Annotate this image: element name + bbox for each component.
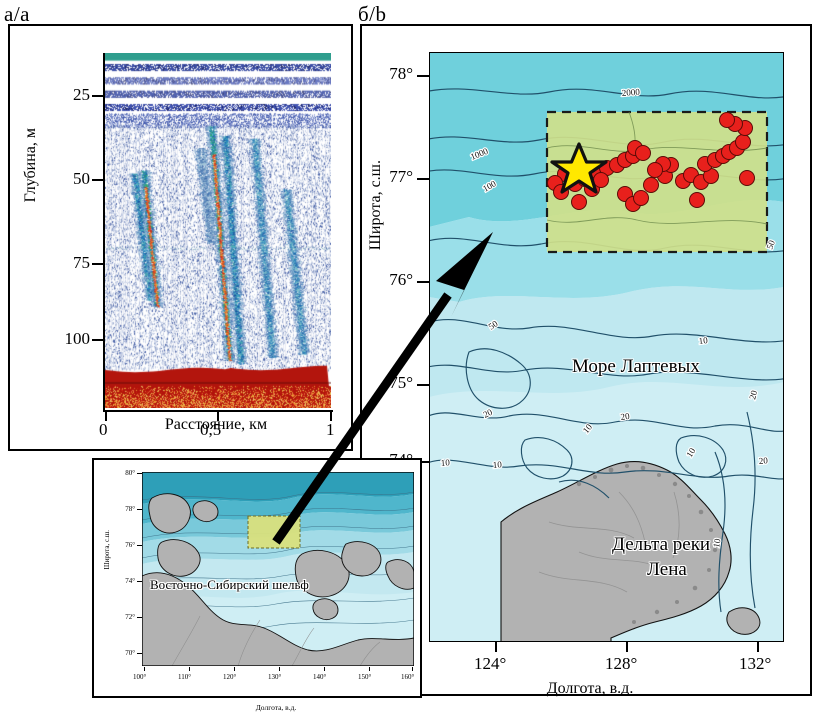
echogram-x-axis-label: Расстояние, км bbox=[164, 416, 268, 433]
svg-text:10: 10 bbox=[440, 457, 450, 468]
inset-xtick-0: 100° bbox=[133, 673, 147, 681]
echogram-ytick-mark bbox=[92, 95, 103, 97]
echogram-ytick-mark bbox=[92, 339, 103, 341]
inset-ytick-4: 72° bbox=[125, 613, 135, 621]
map-b-y-axis-label: Широта, с.ш. bbox=[367, 160, 384, 251]
inset-ytick-mark bbox=[137, 581, 142, 582]
map-b-ytick-mark bbox=[417, 75, 429, 77]
inset-ytick-3: 74° bbox=[125, 577, 135, 585]
inset-xtick-mark bbox=[189, 667, 190, 671]
inset-xtick-6: 160° bbox=[401, 673, 415, 681]
svg-text:10: 10 bbox=[698, 335, 708, 346]
echogram-image bbox=[105, 53, 331, 408]
echogram-ytick-1: 50 bbox=[73, 169, 90, 188]
panel-a-label: а/a bbox=[4, 2, 30, 26]
panel-a-echogram: 25 50 75 100 0 0,5 1 bbox=[8, 24, 353, 451]
laptev-sea-map-canvas: 2000 1000 100 50 50 20 20 20 20 10 10 10… bbox=[429, 52, 784, 642]
echogram-x-axis bbox=[103, 410, 333, 412]
svg-text:2000: 2000 bbox=[621, 87, 640, 98]
inset-highlight-box bbox=[247, 515, 301, 549]
inset-ytick-mark bbox=[137, 509, 142, 510]
inset-xtick-5: 150° bbox=[358, 673, 372, 681]
delta-label-line2: Лена bbox=[647, 559, 687, 580]
inset-ytick-2: 76° bbox=[125, 541, 135, 549]
svg-text:50: 50 bbox=[764, 238, 777, 250]
inset-xtick-3: 130° bbox=[268, 673, 282, 681]
inset-ytick-0: 80° bbox=[125, 469, 135, 477]
map-b-xtick-2: 132° bbox=[739, 654, 772, 673]
inset-xtick-mark bbox=[412, 667, 413, 671]
map-b-ytick-0: 78° bbox=[389, 64, 413, 83]
inset-xtick-1: 110° bbox=[178, 673, 192, 681]
inset-svg bbox=[142, 472, 414, 666]
echogram-xtick-mark bbox=[105, 412, 107, 421]
inset-xtick-mark bbox=[324, 667, 325, 671]
echogram-xtick-mark bbox=[217, 412, 219, 421]
map-b-ytick-mark bbox=[417, 178, 429, 180]
svg-text:10: 10 bbox=[492, 459, 502, 470]
upper-shelf-zone bbox=[429, 286, 784, 397]
map-b-xtick-1: 128° bbox=[605, 654, 638, 673]
map-b-xtick-mark bbox=[495, 642, 497, 652]
map-b-ytick-3: 75° bbox=[389, 373, 413, 392]
echogram-y-axis-label: Глубина, м bbox=[22, 128, 39, 203]
sea-label: Море Лаптевых bbox=[572, 356, 700, 377]
east-siberian-shelf-canvas bbox=[142, 472, 414, 666]
echogram-ytick-3: 100 bbox=[64, 329, 91, 348]
echogram-xtick-1: 0,5 bbox=[200, 420, 222, 439]
lena-delta-land bbox=[500, 461, 732, 642]
inset-ytick-mark bbox=[137, 545, 142, 546]
island-land bbox=[726, 607, 761, 635]
map-b-svg: 2000 1000 100 50 50 20 20 20 20 10 10 10… bbox=[429, 52, 784, 642]
inset-region-label: Восточно-Сибирский шельф bbox=[150, 577, 309, 592]
inset-xtick-mark bbox=[279, 667, 280, 671]
svg-text:10: 10 bbox=[711, 537, 722, 548]
svg-text:20: 20 bbox=[758, 455, 768, 466]
echogram-ytick-0: 25 bbox=[73, 85, 90, 104]
echogram-y-axis bbox=[103, 53, 105, 410]
inset-xtick-mark bbox=[144, 667, 145, 671]
inset-xtick-4: 140° bbox=[313, 673, 327, 681]
echogram-ytick-mark bbox=[92, 179, 103, 181]
map-b-x-axis-label: Долгота, в.д. bbox=[546, 680, 634, 697]
map-b-xtick-mark bbox=[626, 642, 628, 652]
inset-ytick-mark bbox=[137, 617, 142, 618]
inset-xtick-mark bbox=[234, 667, 235, 671]
inset-ytick-5: 70° bbox=[125, 649, 135, 657]
inset-ytick-1: 78° bbox=[125, 505, 135, 513]
map-b-ytick-mark bbox=[417, 281, 429, 283]
svg-text:20: 20 bbox=[620, 411, 631, 422]
panel-b-map: 2000 1000 100 50 50 20 20 20 20 10 10 10… bbox=[360, 24, 812, 696]
panel-b-label: б/b bbox=[358, 2, 387, 26]
inset-xtick-2: 120° bbox=[223, 673, 237, 681]
echogram-xtick-0: 0 bbox=[99, 420, 108, 439]
map-b-ytick-1: 77° bbox=[389, 167, 413, 186]
map-b-xtick-0: 124° bbox=[474, 654, 507, 673]
echogram-ytick-2: 75 bbox=[73, 253, 90, 272]
inset-y-axis-label: Широта, с.ш. bbox=[103, 530, 111, 570]
study-site-star bbox=[550, 142, 608, 194]
gas-seep-markers bbox=[547, 112, 755, 212]
inset-x-axis-label: Долгота, в.д. bbox=[255, 703, 297, 712]
echogram-ytick-mark bbox=[92, 263, 103, 265]
inset-ytick-mark bbox=[137, 653, 142, 654]
map-b-ytick-2: 76° bbox=[389, 270, 413, 289]
inset-ytick-mark bbox=[137, 473, 142, 474]
delta-label-line1: Дельта реки bbox=[612, 534, 711, 555]
map-b-ytick-mark bbox=[417, 384, 429, 386]
inset-xtick-mark bbox=[369, 667, 370, 671]
map-b-xtick-mark bbox=[757, 642, 759, 652]
